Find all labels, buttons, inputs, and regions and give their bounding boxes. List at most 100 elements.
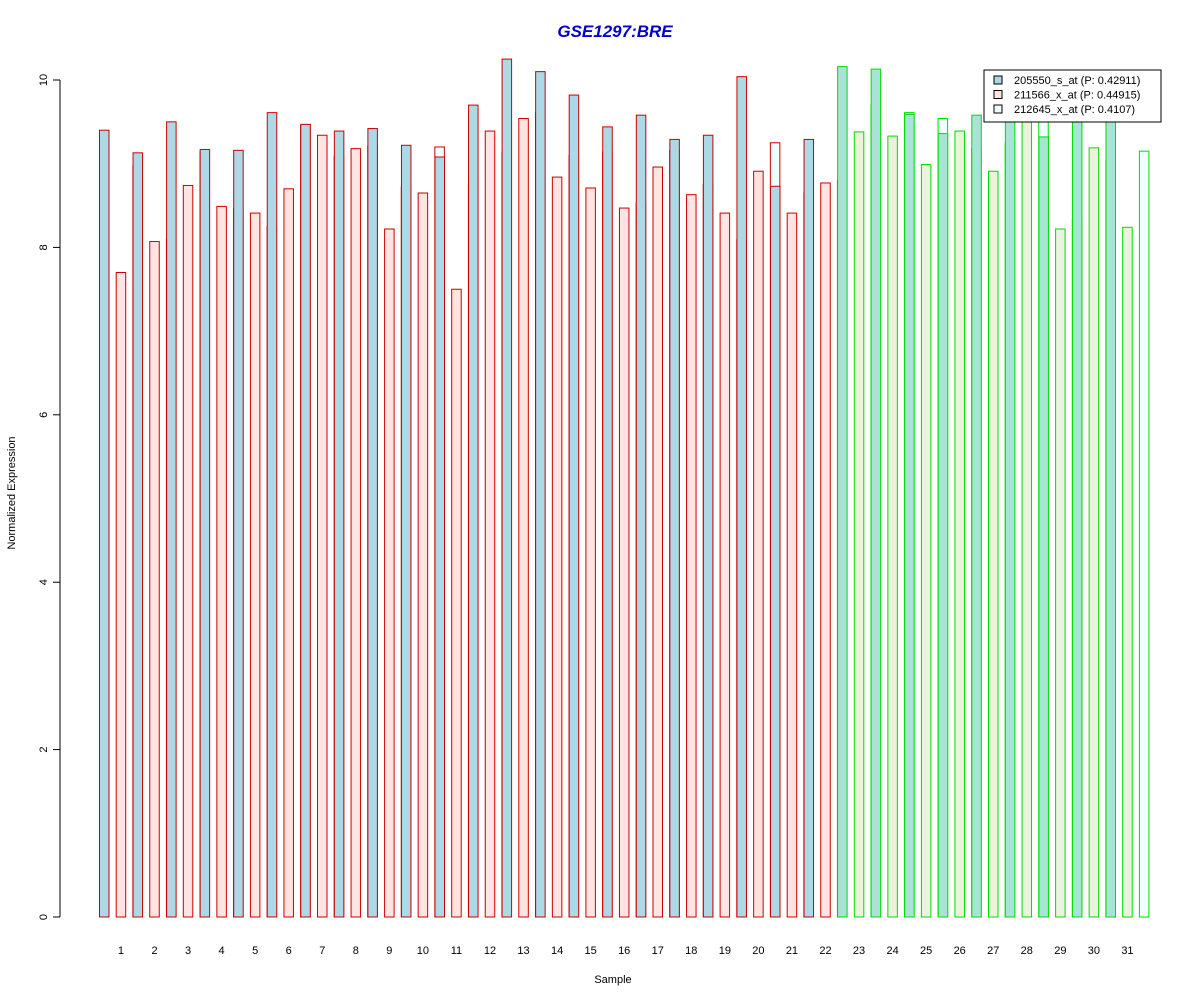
bar-s2-sample-29 <box>1055 228 1066 918</box>
x-tick-label: 10 <box>417 945 429 957</box>
bar-s1-sample-27 <box>971 114 982 918</box>
y-tick-label: 6 <box>38 412 50 418</box>
bar-s1-sample-23 <box>837 66 848 918</box>
x-tick-label: 20 <box>752 945 764 957</box>
bar-s2-sample-10 <box>417 192 429 918</box>
bar-s2-sample-17 <box>652 166 663 918</box>
x-tick-label: 4 <box>219 945 225 957</box>
x-tick-label: 29 <box>1054 945 1066 957</box>
x-tick-label: 26 <box>954 945 966 957</box>
legend-swatch <box>993 90 1003 99</box>
legend-entry: 212645_x_at (P: 0.4107) <box>1014 104 1135 116</box>
x-tick-label: 8 <box>353 945 359 957</box>
x-tick-label: 12 <box>484 945 496 957</box>
bar-s2-sample-31 <box>1122 226 1133 918</box>
x-tick-label: 17 <box>652 945 664 957</box>
bar-s1-sample-2 <box>132 152 144 918</box>
bar-s1-sample-22 <box>803 138 815 918</box>
bar-s1-sample-12 <box>468 104 479 918</box>
legend-entry: 211566_x_at (P: 0.44915) <box>1014 90 1140 102</box>
bar-s1-sample-16 <box>602 126 613 918</box>
y-tick-label: 10 <box>38 74 50 86</box>
bar-s1-sample-9 <box>367 128 378 918</box>
bar-s2-sample-1 <box>115 272 127 918</box>
x-tick-label: 6 <box>286 945 292 957</box>
chart-title: GSE1297:BRE <box>557 22 673 41</box>
bar-s2-sample-3 <box>182 184 194 918</box>
bar-s1-sample-5 <box>233 149 244 918</box>
bar-s2-sample-6 <box>283 188 294 918</box>
bar-s2-sample-15 <box>585 187 596 918</box>
bar-s1-sample-11 <box>434 156 445 918</box>
x-tick-label: 1 <box>118 945 124 957</box>
x-tick-label: 14 <box>551 945 563 957</box>
bar-s1-sample-30 <box>1071 117 1083 918</box>
bar-s1-sample-4 <box>199 148 211 918</box>
bar-s1-sample-18 <box>669 138 680 918</box>
x-tick-label: 30 <box>1088 945 1100 957</box>
x-tick-label: 27 <box>987 945 999 957</box>
x-tick-label: 22 <box>819 945 831 957</box>
legend-swatch <box>993 75 1003 85</box>
x-tick-label: 15 <box>585 945 597 957</box>
x-tick-label: 31 <box>1121 945 1133 957</box>
bar-s2-sample-25 <box>920 164 932 918</box>
bar-s2-sample-14 <box>551 176 563 918</box>
y-axis: 0 2 4 6 8 10 <box>38 74 61 920</box>
bar-s1-sample-28 <box>1004 83 1016 918</box>
bar-s1-sample-15 <box>568 94 580 918</box>
y-tick-label: 2 <box>38 747 50 753</box>
bar-s1-sample-8 <box>333 130 345 918</box>
bar-s1-sample-21 <box>770 185 781 918</box>
bar-s2-sample-22 <box>820 182 831 918</box>
y-tick-label: 0 <box>38 914 50 920</box>
bar-s2-sample-11 <box>451 288 462 918</box>
x-tick-label: 9 <box>386 945 392 957</box>
bar-s2-sample-8 <box>350 148 362 918</box>
x-tick-label: 19 <box>719 945 731 957</box>
legend: 205550_s_at (P: 0.42911) 211566_x_at (P: … <box>983 69 1162 123</box>
bar-s1-sample-6 <box>266 112 278 918</box>
bar-s2-sample-27 <box>988 170 999 918</box>
bar-s1-sample-19 <box>702 134 714 918</box>
x-tick-label: 7 <box>319 945 325 957</box>
x-tick-label: 21 <box>786 945 798 957</box>
bar-s1-sample-20 <box>736 76 747 918</box>
bar-s1-sample-26 <box>937 133 949 918</box>
bar-s1-sample-7 <box>300 123 311 918</box>
bar-s1-sample-14 <box>535 71 546 918</box>
bar-s2-sample-9 <box>384 228 395 918</box>
bar-s1-sample-31 <box>1105 114 1116 918</box>
bars-group <box>99 58 1150 918</box>
x-tick-label: 5 <box>252 945 258 957</box>
bar-s2-sample-5 <box>249 212 261 918</box>
bar-s2-sample-24 <box>887 135 898 918</box>
legend-swatch <box>993 104 1003 114</box>
bar-s2-sample-23 <box>853 131 865 918</box>
bar-s2-sample-18 <box>686 194 697 918</box>
bar-s2-sample-19 <box>719 212 731 918</box>
x-tick-label: 2 <box>151 945 157 957</box>
bar-s1-sample-13 <box>501 58 513 918</box>
bar-s2-sample-12 <box>484 130 496 918</box>
bar-s3-sample-31 <box>1138 150 1150 918</box>
x-tick-label: 11 <box>451 945 462 957</box>
legend-entry: 205550_s_at (P: 0.42911) <box>1014 75 1140 87</box>
bar-s1-sample-25 <box>904 113 915 918</box>
bar-s1-sample-1 <box>99 129 110 918</box>
bar-s1-sample-24 <box>870 68 882 918</box>
bar-s2-sample-4 <box>216 205 227 918</box>
x-tick-label: 18 <box>685 945 697 957</box>
x-tick-label: 24 <box>886 945 898 957</box>
x-axis-label: Sample <box>594 974 631 986</box>
y-axis-label: Normalized Expression <box>6 436 18 549</box>
x-tick-label: 13 <box>517 945 529 957</box>
bar-s1-sample-29 <box>1038 136 1049 918</box>
x-tick-label: 28 <box>1021 945 1033 957</box>
bar-s2-sample-21 <box>786 212 798 918</box>
bar-s2-sample-7 <box>317 134 328 918</box>
bar-s2-sample-26 <box>954 130 965 918</box>
bar-s2-sample-20 <box>753 170 764 918</box>
x-tick-labels: 1 2 3 4 5 6 7 8 9 10 11 12 13 14 15 16 17 18 19 20 21 22 23 24 2… <box>118 945 1134 957</box>
